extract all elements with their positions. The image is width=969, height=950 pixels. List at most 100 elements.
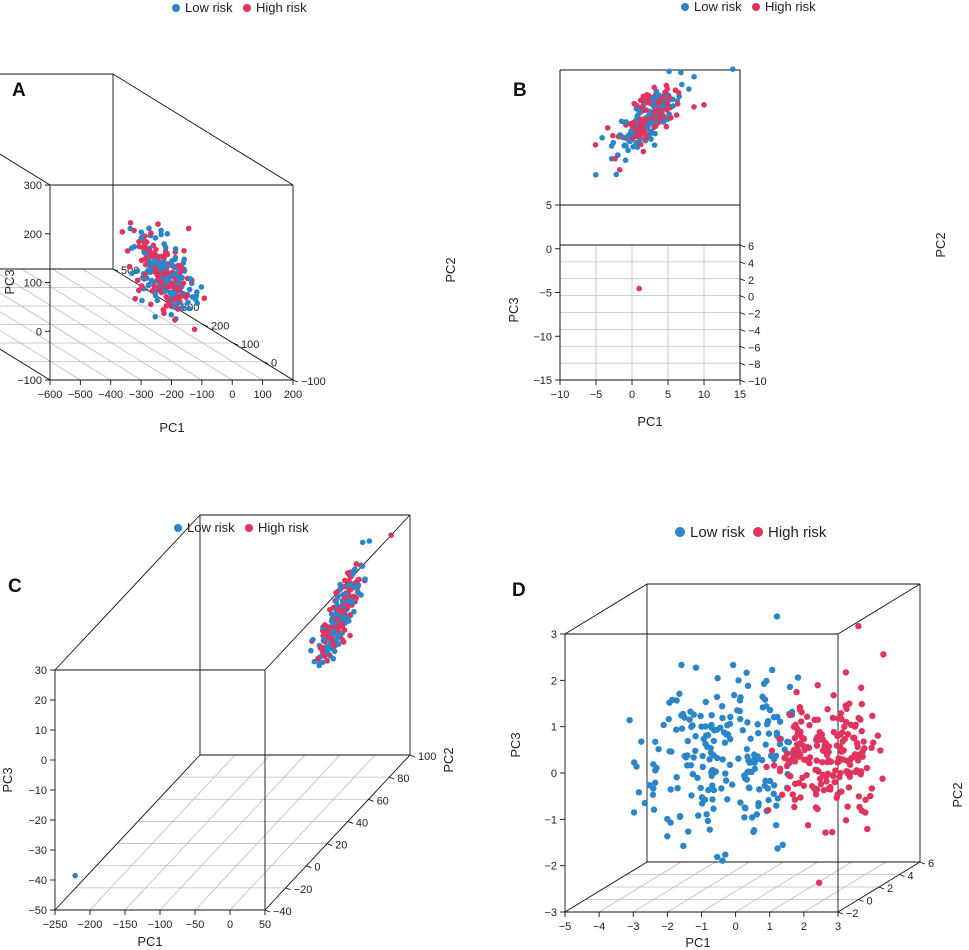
low-risk-point [743, 745, 751, 753]
high-risk-point [339, 609, 345, 615]
low-risk-point [185, 299, 191, 306]
z-tick-label: 0 [546, 244, 552, 256]
low-risk-point [138, 234, 145, 241]
z-tick-label: 10 [35, 725, 47, 737]
low-risk-point [737, 694, 744, 701]
x-tick-label: −5 [590, 389, 603, 401]
high-risk-point [119, 229, 126, 235]
low-risk-point [172, 254, 179, 261]
low-risk-point [174, 300, 181, 307]
low-risk-point [689, 770, 697, 778]
low-risk-point [621, 143, 628, 149]
x-tick-label: −200 [159, 389, 184, 401]
high-risk-point [172, 286, 179, 292]
high-risk-point [134, 277, 141, 284]
low-risk-point [341, 615, 348, 621]
high-risk-point [861, 745, 868, 752]
y-tick-mark [326, 843, 333, 846]
low-risk-point [737, 799, 744, 806]
low-risk-point [776, 740, 784, 748]
y-tick-label: 0 [867, 896, 873, 908]
legend-b-high-marker [752, 3, 760, 11]
low-risk-point [335, 641, 342, 647]
high-risk-point [806, 759, 813, 767]
low-risk-point [708, 721, 715, 729]
low-risk-point [650, 95, 656, 102]
high-risk-point [857, 684, 865, 691]
panel-c-plot: −250 −200 −150 −100 −50 0 50−40−20020406080100… [0, 514, 456, 949]
high-risk-point [778, 791, 786, 798]
x-tick-label: 15 [734, 389, 746, 401]
high-risk-point [846, 700, 853, 707]
z-tick-label: 5 [546, 200, 552, 212]
high-risk-point [318, 645, 324, 651]
low-risk-point [741, 814, 748, 821]
high-risk-point [163, 250, 170, 256]
y-tick-mark [739, 379, 746, 383]
y-tick-label: 40 [356, 817, 368, 829]
low-risk-point [794, 674, 802, 681]
y-tick-mark [112, 268, 119, 272]
high-risk-point [803, 771, 810, 779]
legend-b: Low risk High risk [681, 0, 816, 14]
low-risk-point [708, 711, 715, 719]
high-risk-point [804, 822, 812, 829]
legend-d-low-label: Low risk [690, 524, 746, 541]
low-risk-point [699, 752, 706, 760]
legend-d: Low risk High risk [675, 524, 827, 541]
x-axis-label: PC1 [637, 414, 662, 429]
high-risk-point [852, 721, 859, 728]
low-risk-point [682, 754, 690, 761]
low-risk-point [324, 649, 330, 656]
high-risk-point [664, 100, 671, 107]
low-risk-point [162, 264, 168, 271]
low-risk-point [745, 757, 752, 764]
low-risk-point [350, 571, 356, 577]
floor-grid-line [229, 754, 376, 911]
high-risk-point [843, 705, 850, 713]
low-risk-point [702, 723, 709, 730]
low-risk-point [678, 661, 685, 669]
low-risk-point [773, 802, 780, 809]
high-risk-point [824, 705, 831, 713]
low-risk-point [660, 119, 667, 125]
low-risk-point [760, 680, 768, 688]
high-risk-point [830, 692, 837, 699]
high-risk-point [860, 738, 867, 745]
low-risk-point [722, 770, 729, 777]
y-tick-mark [739, 328, 746, 332]
low-risk-point [741, 774, 749, 782]
low-risk-point [164, 231, 171, 237]
low-risk-point [666, 699, 673, 706]
box-edge [0, 348, 51, 381]
high-risk-point [331, 642, 337, 648]
low-risk-point [702, 698, 709, 706]
low-risk-point [171, 270, 178, 277]
high-risk-point [639, 104, 645, 110]
high-risk-point [819, 758, 826, 766]
y-tick-mark [347, 821, 354, 824]
high-risk-point [333, 616, 339, 622]
legend-c-high-label: High risk [258, 520, 309, 535]
high-risk-point [827, 786, 834, 793]
low-risk-point [773, 729, 781, 736]
high-risk-point [786, 711, 794, 719]
low-risk-point [699, 763, 706, 771]
high-risk-point [638, 141, 644, 148]
low-risk-point [351, 566, 358, 573]
high-risk-point [144, 246, 151, 253]
high-risk-point [847, 755, 855, 763]
low-risk-point [678, 725, 686, 732]
high-risk-point [663, 107, 670, 113]
low-risk-point [748, 814, 756, 821]
low-risk-point [692, 733, 699, 740]
low-risk-point [129, 270, 135, 277]
high-risk-point [138, 257, 145, 264]
low-risk-point [626, 138, 632, 144]
high-risk-point [837, 710, 845, 717]
panel-letter-c: C [8, 576, 22, 597]
low-risk-point [680, 842, 687, 850]
low-risk-point [710, 737, 718, 745]
low-risk-point [730, 691, 738, 699]
y-tick-mark [285, 887, 291, 891]
